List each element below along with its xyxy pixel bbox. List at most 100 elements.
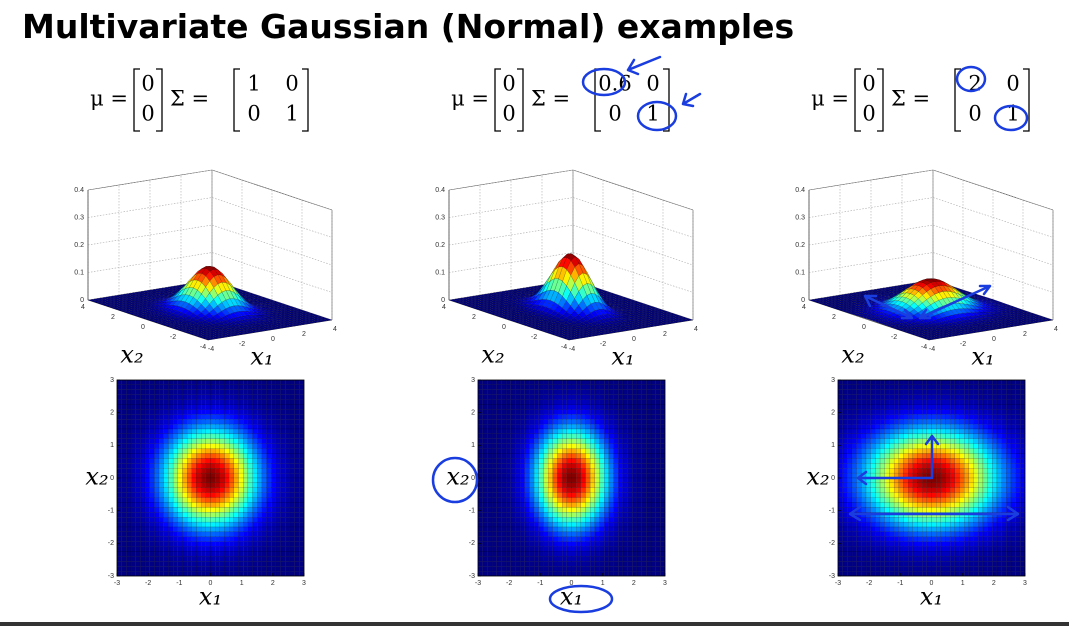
- heatmap-cell: [299, 570, 305, 577]
- heatmap-cell: [266, 399, 272, 405]
- heatmap-cell: [501, 507, 507, 513]
- heatmap-cell: [562, 546, 567, 552]
- heatmap-cell: [487, 468, 493, 474]
- heatmap-cell: [519, 468, 525, 474]
- heatmap-cell: [566, 556, 572, 562]
- heatmap-cell: [130, 492, 136, 498]
- heatmap-cell: [566, 404, 572, 410]
- heatmap-cell: [266, 463, 272, 469]
- heatmap-cell: [590, 497, 596, 503]
- heatmap-cell: [515, 423, 521, 430]
- heatmap-cell: [515, 443, 521, 449]
- heatmap-cell: [491, 448, 497, 454]
- heatmap-cell: [608, 428, 614, 435]
- heatmap-cell: [205, 443, 211, 449]
- heatmap-cell: [261, 438, 267, 444]
- heatmap-cell: [191, 526, 197, 533]
- heatmap-cell: [496, 468, 502, 474]
- heatmap-cell: [247, 389, 253, 395]
- heatmap-cell: [552, 423, 558, 430]
- heatmap-cell: [233, 419, 239, 425]
- heatmap-cell: [261, 482, 267, 488]
- heatmap-cell: [576, 561, 581, 567]
- heatmap-cell: [538, 458, 544, 464]
- heatmap-cell: [224, 566, 230, 572]
- heatmap-cell: [505, 566, 511, 572]
- heatmap-cell: [576, 389, 581, 395]
- heatmap-cell: [285, 423, 291, 430]
- heatmap-cell: [496, 541, 502, 547]
- heatmap-cell: [187, 526, 192, 533]
- heatmap-cell: [580, 389, 586, 395]
- heatmap-cell: [257, 482, 263, 488]
- matrix-bracket: [663, 68, 670, 132]
- heatmap-cell: [116, 507, 122, 513]
- heatmap-cell: [158, 463, 164, 469]
- heatmap-cell: [576, 521, 581, 528]
- heatmap-cell: [280, 556, 286, 562]
- heatmap-cell: [548, 428, 553, 435]
- heatmap-cell: [163, 541, 169, 547]
- heatmap-cell: [210, 468, 216, 474]
- heatmap-cell: [163, 556, 169, 562]
- heatmap-cell: [548, 497, 553, 503]
- heatmap-cell: [243, 423, 249, 430]
- heatmap-cell: [140, 541, 146, 547]
- heatmap-cell: [219, 541, 225, 547]
- heatmap-cell: [608, 517, 614, 523]
- heatmap-cell: [566, 507, 572, 513]
- heatmap-cell: [172, 414, 178, 420]
- heatmap-cell: [224, 394, 230, 400]
- heatmap-cell: [482, 453, 488, 459]
- heatmap-cell: [257, 492, 263, 498]
- heatmap-cell: [533, 526, 539, 533]
- heatmap-cell: [599, 502, 605, 508]
- heatmap-cell: [252, 546, 258, 552]
- heatmap-cell: [182, 384, 188, 390]
- heatmap-cell: [135, 394, 141, 400]
- heatmap-cell: [196, 487, 202, 493]
- heatmap-cell: [576, 453, 581, 459]
- heatmap-cell: [201, 536, 206, 542]
- heatmap-cell: [510, 497, 516, 503]
- heatmap-cell: [149, 531, 155, 537]
- heatmap-cell: [168, 556, 174, 562]
- heatmap-cell: [505, 477, 511, 484]
- heatmap-cell: [205, 512, 211, 518]
- heatmap-cell: [285, 414, 291, 420]
- heatmap-cell: [196, 458, 202, 464]
- heatmap-cell: [636, 551, 642, 557]
- heatmap-cell: [243, 463, 249, 469]
- heatmap-cell: [126, 409, 132, 415]
- heatmap-cell: [576, 531, 581, 537]
- heatmap-cell: [501, 448, 507, 454]
- heatmap-cell: [585, 389, 591, 395]
- heatmap-cell: [168, 517, 174, 523]
- heatmap-cell: [571, 404, 577, 410]
- heatmap-cell: [187, 409, 192, 415]
- heatmap-cell: [505, 384, 511, 390]
- heatmap-cell: [599, 492, 605, 498]
- heatmap-cell: [576, 384, 581, 390]
- heatmap-cell: [529, 507, 535, 513]
- heatmap-cell: [285, 521, 291, 528]
- heatmap-cell: [594, 399, 600, 405]
- heatmap-cell: [233, 561, 239, 567]
- heatmap-cell: [294, 536, 300, 542]
- heatmap-cell: [524, 541, 530, 547]
- heatmap-cell: [252, 433, 258, 439]
- heatmap-cell: [205, 448, 211, 454]
- heatmap-cell: [187, 546, 192, 552]
- heatmap-cell: [622, 570, 628, 577]
- heatmap-cell: [135, 433, 141, 439]
- heatmap-cell: [140, 512, 146, 518]
- heatmap-cell: [233, 409, 239, 415]
- heatmap-cell: [280, 517, 286, 523]
- heatmap-cell: [116, 443, 122, 449]
- heatmap-cell: [163, 428, 169, 435]
- heatmap-cell: [580, 502, 586, 508]
- heatmap-cell: [613, 433, 619, 439]
- heatmap-cell: [482, 521, 488, 528]
- heatmap-cell: [590, 570, 596, 577]
- heatmap-cell: [261, 419, 267, 425]
